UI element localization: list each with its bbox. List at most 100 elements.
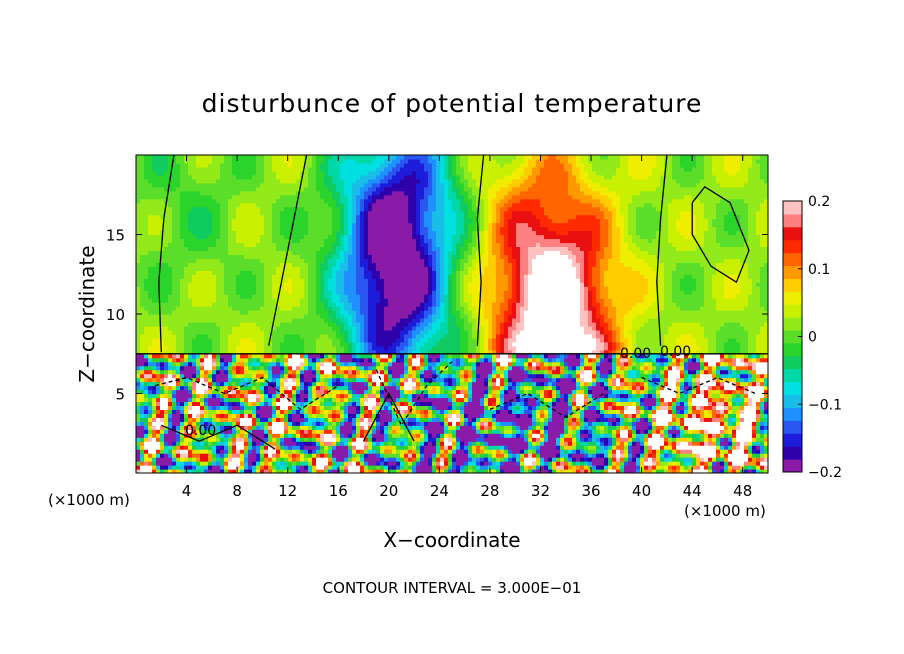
heatmap-cell	[200, 274, 205, 279]
heatmap-cell	[152, 234, 157, 240]
heatmap-cell	[356, 377, 361, 383]
heatmap-cell	[232, 345, 237, 351]
heatmap-cell	[300, 317, 305, 323]
heatmap-cell	[176, 306, 181, 311]
heatmap-cell	[280, 210, 285, 216]
heatmap-cell	[268, 389, 273, 395]
heatmap-cell	[344, 250, 349, 255]
heatmap-cell	[216, 373, 221, 379]
heatmap-cell	[324, 310, 329, 315]
heatmap-cell	[156, 166, 161, 172]
heatmap-cell	[180, 413, 185, 418]
heatmap-cell	[220, 405, 225, 410]
heatmap-cell	[368, 373, 373, 379]
heatmap-cell	[276, 337, 281, 343]
heatmap-cell	[328, 234, 333, 240]
heatmap-cell	[208, 262, 213, 267]
heatmap-cell	[180, 162, 185, 168]
heatmap-cell	[300, 425, 305, 430]
heatmap-cell	[216, 377, 221, 383]
heatmap-cell	[320, 421, 325, 426]
heatmap-cell	[136, 306, 141, 311]
heatmap-cell	[312, 465, 317, 470]
heatmap-cell	[352, 457, 357, 462]
heatmap-cell	[252, 230, 257, 236]
heatmap-cell	[216, 341, 221, 347]
heatmap-cell	[356, 294, 361, 299]
heatmap-cell	[332, 306, 337, 311]
heatmap-cell	[304, 246, 309, 251]
heatmap-cell	[236, 210, 241, 216]
heatmap-cell	[328, 405, 333, 410]
heatmap-cell	[292, 294, 297, 299]
heatmap-cell	[368, 302, 373, 307]
heatmap-cell	[156, 186, 161, 192]
heatmap-cell	[328, 226, 333, 232]
heatmap-cell	[288, 278, 293, 283]
heatmap-cell	[144, 242, 149, 248]
heatmap-cell	[272, 254, 277, 259]
heatmap-cell	[152, 337, 157, 343]
heatmap-cell	[340, 321, 345, 327]
heatmap-cell	[160, 329, 165, 335]
heatmap-cell	[348, 182, 353, 188]
heatmap-cell	[364, 186, 369, 192]
heatmap-cell	[288, 218, 293, 224]
heatmap-cell	[356, 186, 361, 192]
heatmap-cell	[304, 222, 309, 228]
heatmap-cell	[164, 310, 169, 315]
heatmap-cell	[308, 158, 313, 164]
heatmap-cell	[224, 393, 229, 399]
heatmap-cell	[156, 469, 161, 473]
heatmap-cell	[196, 198, 201, 204]
heatmap-cell	[140, 373, 145, 379]
heatmap-cell	[304, 178, 309, 184]
heatmap-cell	[316, 198, 321, 204]
heatmap-cell	[280, 214, 285, 220]
heatmap-cell	[188, 453, 193, 458]
heatmap-cell	[320, 242, 325, 248]
heatmap-cell	[268, 417, 273, 422]
heatmap-cell	[172, 361, 177, 367]
heatmap-cell	[144, 226, 149, 232]
heatmap-cell	[236, 174, 241, 180]
heatmap-cell	[192, 258, 197, 263]
heatmap-cell	[172, 194, 177, 200]
heatmap-cell	[224, 357, 229, 363]
heatmap-cell	[168, 258, 173, 263]
heatmap-cell	[300, 433, 305, 438]
heatmap-cell	[160, 214, 165, 220]
heatmap-cell	[216, 349, 221, 355]
heatmap-cell	[332, 333, 337, 339]
heatmap-cell	[380, 254, 385, 259]
heatmap-cell	[136, 194, 141, 200]
heatmap-cell	[272, 294, 277, 299]
heatmap-cell	[136, 254, 141, 259]
heatmap-cell	[272, 298, 277, 303]
heatmap-cell	[228, 250, 233, 255]
heatmap-cell	[304, 170, 309, 176]
heatmap-cell	[348, 465, 353, 470]
heatmap-cell	[292, 361, 297, 367]
heatmap-cell	[140, 266, 145, 271]
heatmap-cell	[368, 262, 373, 267]
heatmap-cell	[168, 357, 173, 363]
heatmap-cell	[236, 453, 241, 458]
heatmap-cell	[156, 381, 161, 387]
heatmap-cell	[188, 238, 193, 244]
heatmap-cell	[308, 397, 313, 403]
heatmap-cell	[176, 381, 181, 387]
heatmap-cell	[180, 337, 185, 343]
heatmap-cell	[380, 190, 385, 196]
heatmap-cell	[316, 397, 321, 403]
heatmap-cell	[180, 321, 185, 327]
heatmap-cell	[300, 274, 305, 279]
heatmap-cell	[264, 294, 269, 299]
heatmap-cell	[376, 246, 381, 251]
heatmap-cell	[348, 302, 353, 307]
heatmap-cell	[332, 425, 337, 430]
heatmap-cell	[368, 445, 373, 450]
heatmap-cell	[152, 262, 157, 267]
heatmap-cell	[240, 222, 245, 228]
heatmap-cell	[276, 274, 281, 279]
